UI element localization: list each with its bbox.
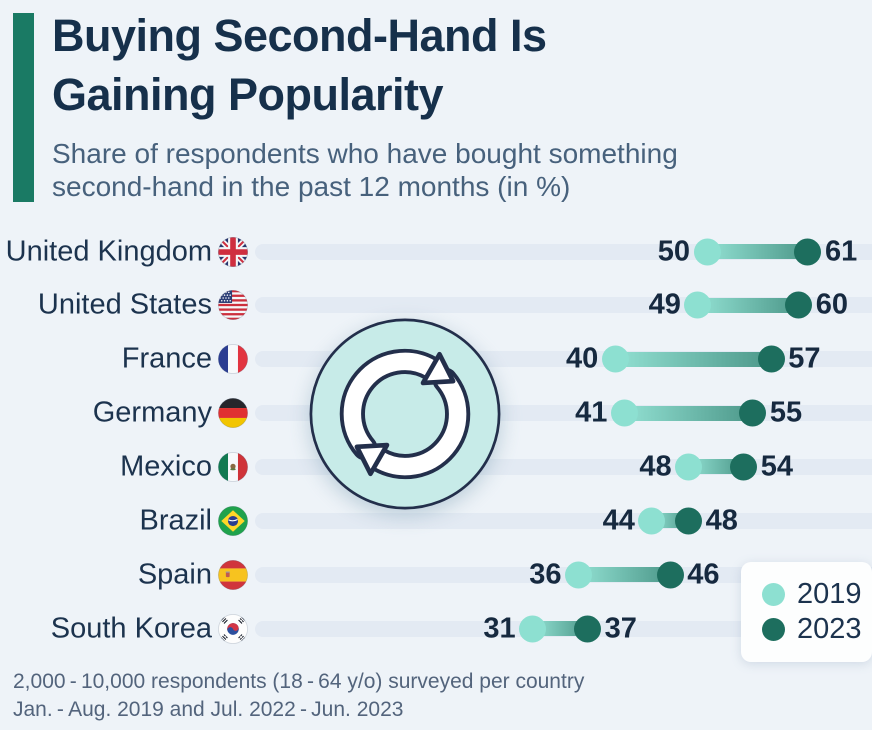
flag-icon-uk <box>218 237 248 267</box>
footnote: 2,000 - 10,000 respondents (18 - 64 y/o)… <box>13 668 584 724</box>
dot-2023 <box>656 561 684 589</box>
legend-label-2019: 2019 <box>797 578 862 610</box>
value-2019: 49 <box>648 288 681 321</box>
country-row: Spain 36 46 <box>0 548 872 602</box>
value-2019: 40 <box>565 342 599 375</box>
legend-dot-2019 <box>762 583 785 606</box>
dot-2023 <box>757 345 785 373</box>
value-2023: 61 <box>824 235 858 267</box>
dot-2019 <box>519 615 547 643</box>
dot-2019 <box>693 238 721 265</box>
flag-icon-kr <box>218 614 248 644</box>
country-label: United Kingdom <box>5 235 212 267</box>
dot-2023 <box>739 399 767 427</box>
subtitle-line-1: Share of respondents who have bought som… <box>52 138 678 169</box>
value-connector <box>707 244 808 259</box>
value-2023: 57 <box>788 342 821 375</box>
country-label: Brazil <box>139 504 212 537</box>
value-2019: 36 <box>529 558 562 591</box>
value-2019: 41 <box>575 396 608 429</box>
dot-2019 <box>564 561 592 589</box>
country-label: United States <box>37 288 212 321</box>
footnote-line-1: 2,000 - 10,000 respondents (18 - 64 y/o)… <box>13 670 585 693</box>
row-track: 44 48 <box>255 504 872 536</box>
row-track: 31 37 <box>255 612 872 644</box>
legend-label-2023: 2023 <box>797 613 862 645</box>
flag-icon-es <box>218 560 248 590</box>
flag-icon-de <box>218 398 248 428</box>
value-2023: 55 <box>769 396 803 429</box>
country-label: Germany <box>92 396 212 429</box>
value-2023: 48 <box>705 504 738 537</box>
subtitle-line-2: second-hand in the past 12 months (in %) <box>52 171 571 202</box>
country-label: France <box>121 342 212 375</box>
value-connector <box>688 459 744 475</box>
row-track: 36 46 <box>255 558 872 590</box>
dot-2019 <box>675 453 703 481</box>
dot-2019 <box>684 291 712 319</box>
country-label: Spain <box>137 558 212 591</box>
country-row: Brazil 44 48 <box>0 494 872 548</box>
value-2023: 54 <box>760 450 793 483</box>
row-track: 49 60 <box>255 289 872 321</box>
value-2019: 31 <box>483 612 516 645</box>
title-accent-bar <box>13 13 34 202</box>
value-2019: 44 <box>602 504 635 537</box>
value-2019: 50 <box>657 235 690 267</box>
value-connector <box>615 351 772 367</box>
dot-2019 <box>610 399 638 427</box>
dot-2019 <box>601 345 629 373</box>
dot-2019 <box>638 507 666 535</box>
dot-2023 <box>730 453 758 481</box>
legend-dot-2023 <box>762 618 785 641</box>
value-2019: 48 <box>639 450 672 483</box>
title-line-1: Buying Second-Hand Is <box>52 10 547 61</box>
recycle-arrows-icon <box>309 318 501 510</box>
country-row: United Kingdom 50 61 <box>0 225 872 279</box>
flag-icon-mx <box>218 452 248 482</box>
dot-2023 <box>675 507 703 535</box>
chart-title: Buying Second-Hand Is Gaining Popularity <box>52 6 547 124</box>
value-connector <box>578 567 671 583</box>
value-connector <box>697 297 799 313</box>
title-line-2: Gaining Popularity <box>52 69 444 120</box>
country-row: South Korea 31 37 <box>0 602 872 656</box>
chart-subtitle: Share of respondents who have bought som… <box>52 137 678 203</box>
legend-item-2023: 2023 <box>762 612 872 647</box>
country-row: United States 49 60 <box>0 278 872 332</box>
value-2023: 60 <box>815 288 849 321</box>
footnote-line-2: Jan. - Aug. 2019 and Jul. 2022 - Jun. 20… <box>13 698 404 721</box>
value-connector <box>624 405 753 421</box>
dot-2023 <box>785 291 813 319</box>
country-label: South Korea <box>50 612 212 645</box>
country-label: Mexico <box>120 450 212 483</box>
dot-2023 <box>794 238 822 265</box>
dot-2023 <box>574 615 602 643</box>
value-connector <box>532 621 588 637</box>
value-2023: 37 <box>604 612 637 645</box>
value-2023: 46 <box>687 558 720 591</box>
legend: 2019 2023 <box>741 562 872 662</box>
row-track: 50 61 <box>255 235 872 267</box>
legend-item-2019: 2019 <box>762 577 872 612</box>
flag-icon-fr <box>218 344 248 374</box>
flag-icon-us <box>218 290 248 320</box>
flag-icon-br <box>218 506 248 536</box>
